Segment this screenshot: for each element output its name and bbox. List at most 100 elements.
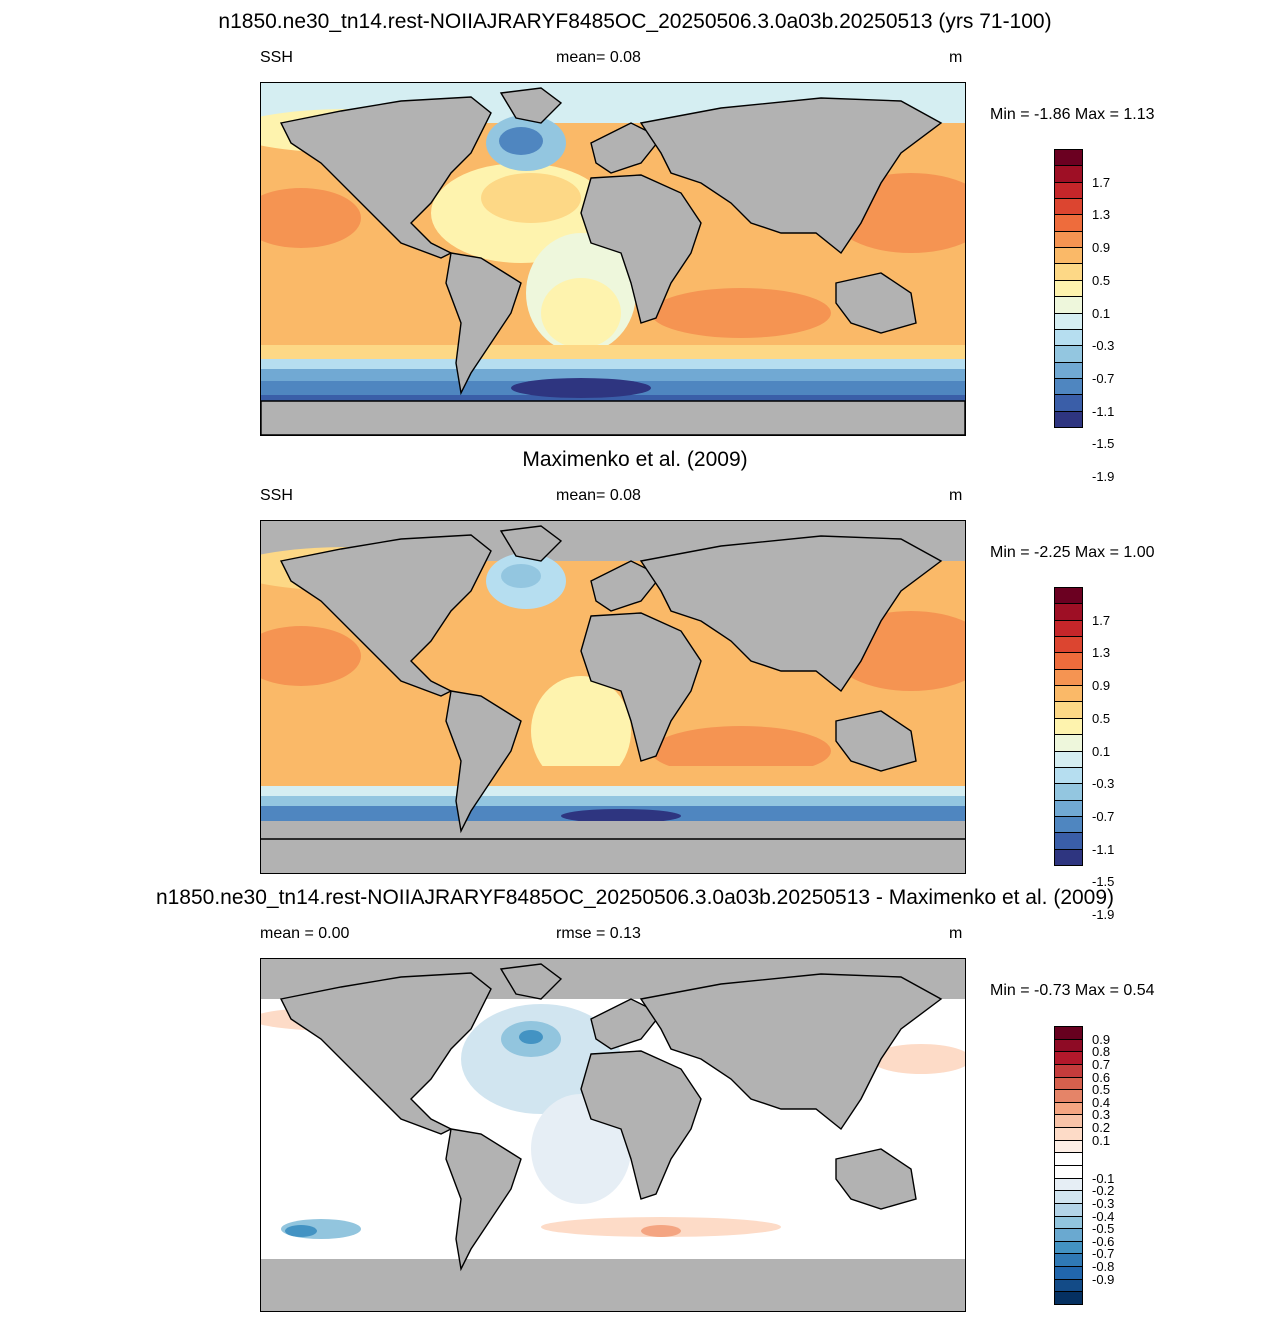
colorbar-label: -1.9 — [1092, 469, 1115, 485]
colorbar-swatch — [1054, 1202, 1083, 1217]
colorbar-label: -0.8 — [1092, 1259, 1115, 1275]
colorbar-swatch — [1054, 230, 1083, 249]
colorbar-label: 1.3 — [1092, 207, 1111, 223]
colorbar-swatch — [1054, 1266, 1083, 1280]
units-label: m — [949, 925, 963, 942]
colorbar-swatch — [1054, 1063, 1083, 1078]
panel-obs-ssh: Maximenko et al. (2009) SSH mean= 0.08 m — [0, 438, 1270, 921]
colorbar-swatch — [1054, 832, 1083, 850]
colorbar-swatch — [1054, 263, 1083, 281]
minmax-label: Min = -1.86 Max = 1.13 — [990, 106, 1155, 123]
colorbar-label: 0.1 — [1092, 743, 1111, 759]
panel-title: n1850.ne30_tn14.rest-NOIIAJRARYF8485OC_2… — [218, 10, 1052, 33]
colorbar-swatch — [1054, 361, 1083, 379]
colorbar-swatch — [1054, 1139, 1083, 1154]
colorbar-swatch — [1054, 1114, 1083, 1129]
colorbar-swatch — [1054, 652, 1083, 670]
ssh-map — [260, 520, 966, 874]
colorbar-label: 1.7 — [1092, 174, 1111, 190]
colorbar-label: -0.7 — [1092, 808, 1115, 824]
colorbar-swatch — [1054, 345, 1083, 363]
colorbar-label: -0.4 — [1092, 1208, 1115, 1224]
mean-label: mean = 0.00 — [260, 925, 350, 942]
colorbar-label: 1.3 — [1092, 645, 1111, 661]
panel-difference: n1850.ne30_tn14.rest-NOIIAJRARYF8485OC_2… — [0, 876, 1270, 1314]
colorbar-swatch — [1054, 1228, 1083, 1242]
colorbar-label: 0.1 — [1092, 1132, 1111, 1148]
colorbar-swatch — [1054, 1190, 1083, 1204]
colorbar-swatch — [1054, 1215, 1083, 1230]
colorbar-swatch — [1054, 603, 1083, 621]
colorbar-swatch — [1054, 1038, 1083, 1053]
colorbar-label: -0.1 — [1092, 1170, 1115, 1186]
panel-title: n1850.ne30_tn14.rest-NOIIAJRARYF8485OC_2… — [155, 886, 1115, 909]
colorbar-label: 0.2 — [1092, 1120, 1111, 1136]
colorbar-label: 0.3 — [1092, 1107, 1111, 1123]
colorbar-label: -1.1 — [1092, 841, 1115, 857]
colorbar-swatch — [1054, 1240, 1083, 1255]
colorbar-swatch — [1054, 668, 1083, 687]
colorbar-swatch — [1054, 247, 1083, 265]
colorbar-label: 0.9 — [1092, 240, 1111, 256]
colorbar-swatch — [1054, 279, 1083, 298]
colorbar-swatch — [1054, 328, 1083, 347]
difference-map — [260, 958, 966, 1312]
colorbar-swatch — [1054, 734, 1083, 752]
colorbar: 1.7 1.3 0.9 0.5 0.1 -0.3 -0.7 -1.1 -1.5 -1.9 — [1054, 587, 1114, 921]
colorbar-swatch — [1054, 165, 1083, 183]
units-label: m — [949, 487, 963, 504]
colorbar-label: 0.7 — [1092, 1056, 1111, 1072]
colorbar-swatch — [1054, 1253, 1083, 1268]
panel-model-ssh: n1850.ne30_tn14.rest-NOIIAJRARYF8485OC_2… — [0, 0, 1270, 483]
colorbar-swatch — [1054, 701, 1083, 719]
colorbar-swatch — [1054, 181, 1083, 200]
colorbar: 0.9 0.8 0.7 0.6 0.5 0.4 0.3 0.2 0.1 -0.1 -0.2 -0.3-… — [1054, 1026, 1114, 1305]
colorbar-swatch — [1054, 1177, 1083, 1192]
colorbar-label: 0.5 — [1092, 272, 1111, 288]
colorbar-swatch — [1054, 1165, 1083, 1179]
field-label: SSH — [260, 487, 293, 504]
colorbar-swatch — [1054, 312, 1083, 330]
colorbar-swatch — [1054, 1051, 1083, 1065]
colorbar-swatch — [1054, 1127, 1083, 1141]
colorbar-label: -0.7 — [1092, 370, 1115, 386]
colorbar-label: 0.8 — [1092, 1044, 1111, 1060]
colorbar-label: 0.1 — [1092, 305, 1111, 321]
colorbar-label: -1.9 — [1092, 907, 1115, 923]
field-label: SSH — [260, 49, 293, 66]
colorbar-label: -0.9 — [1092, 1271, 1115, 1287]
colorbar-swatch — [1054, 149, 1083, 167]
colorbar-label: -0.3 — [1092, 776, 1115, 792]
colorbar-swatch — [1054, 636, 1083, 654]
rmse-label: rmse = 0.13 — [556, 925, 641, 942]
colorbar-label: -0.3 — [1092, 338, 1115, 354]
colorbar-label: -1.1 — [1092, 403, 1115, 419]
colorbar-swatch — [1054, 198, 1083, 216]
colorbar-label: -1.5 — [1092, 874, 1115, 890]
colorbar-swatch — [1054, 1026, 1083, 1040]
colorbar: 1.7 1.3 0.9 0.5 0.1 -0.3 -0.7 -1.1 -1.5 -1.9 — [1054, 149, 1114, 483]
minmax-label: Min = -2.25 Max = 1.00 — [990, 544, 1155, 561]
colorbar-swatch — [1054, 1076, 1083, 1091]
colorbar-label: 0.5 — [1092, 1082, 1111, 1098]
colorbar-label: 0.5 — [1092, 710, 1111, 726]
colorbar-swatch — [1054, 1278, 1083, 1293]
units-label: m — [949, 49, 963, 66]
colorbar-swatch — [1054, 766, 1083, 785]
colorbar-swatch — [1054, 587, 1083, 605]
colorbar-label: -0.5 — [1092, 1221, 1115, 1237]
colorbar-label: -0.3 — [1092, 1195, 1115, 1211]
colorbar-label: 0.9 — [1092, 678, 1111, 694]
colorbar-swatch — [1054, 1101, 1083, 1116]
colorbar-swatch — [1054, 685, 1083, 703]
colorbar-label: 0.4 — [1092, 1094, 1111, 1110]
colorbar-swatch — [1054, 377, 1083, 396]
colorbar-swatch — [1054, 848, 1083, 866]
colorbar-label: -1.5 — [1092, 436, 1115, 452]
colorbar-label: -0.7 — [1092, 1246, 1115, 1262]
colorbar-swatch — [1054, 394, 1083, 412]
colorbar-swatch — [1054, 815, 1083, 834]
colorbar-swatch — [1054, 1152, 1083, 1166]
colorbar-swatch — [1054, 1291, 1083, 1305]
colorbar-swatch — [1054, 1089, 1083, 1103]
